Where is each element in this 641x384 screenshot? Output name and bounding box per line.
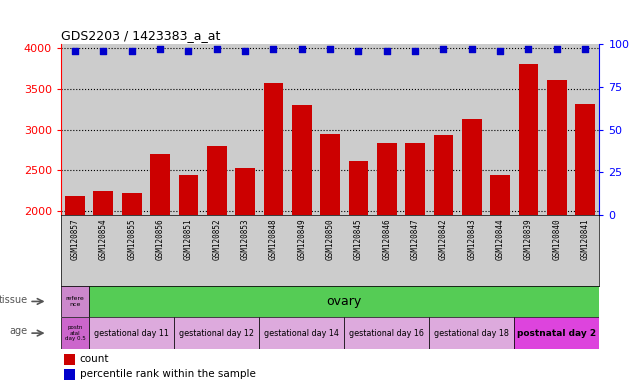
Text: GSM120850: GSM120850 [326, 218, 335, 260]
Text: GSM120853: GSM120853 [240, 218, 249, 260]
Bar [259, 317, 344, 349]
Bar [344, 317, 429, 349]
Text: GSM120854: GSM120854 [99, 218, 108, 260]
Text: refere
nce: refere nce [65, 296, 85, 307]
Bar [514, 317, 599, 349]
Text: postnatal day 2: postnatal day 2 [517, 329, 596, 338]
Point [552, 46, 562, 52]
Text: percentile rank within the sample: percentile rank within the sample [79, 369, 256, 379]
Text: count: count [79, 354, 109, 364]
Text: GSM120843: GSM120843 [467, 218, 476, 260]
Point [381, 48, 392, 54]
Point [580, 46, 590, 52]
Point [523, 46, 533, 52]
Point [155, 46, 165, 52]
Text: tissue: tissue [0, 295, 28, 305]
Text: GSM120849: GSM120849 [297, 218, 306, 260]
Text: GSM120857: GSM120857 [71, 218, 79, 260]
Point [183, 48, 194, 54]
Point [297, 46, 307, 52]
Bar [150, 154, 170, 215]
Bar [575, 104, 595, 215]
Bar [178, 175, 198, 215]
Point [70, 48, 80, 54]
Bar [61, 286, 89, 317]
Bar [377, 142, 397, 215]
Point [325, 46, 335, 52]
Text: ovary: ovary [327, 295, 362, 308]
Text: GSM120840: GSM120840 [553, 218, 562, 260]
Text: GSM120855: GSM120855 [128, 218, 137, 260]
Bar [89, 317, 174, 349]
Bar [320, 134, 340, 215]
Text: postn
atal
day 0.5: postn atal day 0.5 [65, 325, 85, 341]
Text: GSM120847: GSM120847 [411, 218, 420, 260]
Point [240, 48, 250, 54]
Text: GSM120839: GSM120839 [524, 218, 533, 260]
Point [127, 48, 137, 54]
Bar [429, 317, 514, 349]
Bar [547, 80, 567, 215]
Text: GSM120845: GSM120845 [354, 218, 363, 260]
Point [410, 48, 420, 54]
Text: gestational day 11: gestational day 11 [94, 329, 169, 338]
Bar [490, 175, 510, 215]
Bar [122, 193, 142, 215]
Text: gestational day 14: gestational day 14 [264, 329, 339, 338]
Bar [63, 354, 76, 365]
Text: gestational day 18: gestational day 18 [435, 329, 509, 338]
Point [353, 48, 363, 54]
Text: GSM120841: GSM120841 [581, 218, 590, 260]
Point [438, 46, 449, 52]
Bar [61, 317, 89, 349]
Bar [174, 317, 259, 349]
Point [98, 48, 108, 54]
Text: GDS2203 / 1423383_a_at: GDS2203 / 1423383_a_at [61, 28, 221, 41]
Text: gestational day 12: gestational day 12 [179, 329, 254, 338]
Text: GSM120846: GSM120846 [382, 218, 391, 260]
Bar [94, 192, 113, 215]
Text: GSM120844: GSM120844 [495, 218, 504, 260]
Text: GSM120842: GSM120842 [439, 218, 448, 260]
Bar [65, 195, 85, 215]
Point [212, 46, 222, 52]
Bar [405, 142, 425, 215]
Text: GSM120856: GSM120856 [156, 218, 165, 260]
Bar [207, 146, 227, 215]
Point [467, 46, 477, 52]
Bar [292, 105, 312, 215]
Text: age: age [9, 326, 28, 336]
Bar [263, 83, 283, 215]
Text: GSM120848: GSM120848 [269, 218, 278, 260]
Bar [433, 135, 453, 215]
Point [269, 46, 279, 52]
Bar [462, 119, 482, 215]
Bar [349, 161, 369, 215]
Text: GSM120852: GSM120852 [212, 218, 221, 260]
Text: gestational day 16: gestational day 16 [349, 329, 424, 338]
Bar [63, 369, 76, 380]
Bar [519, 64, 538, 215]
Bar [235, 168, 255, 215]
Text: GSM120851: GSM120851 [184, 218, 193, 260]
Point [495, 48, 505, 54]
